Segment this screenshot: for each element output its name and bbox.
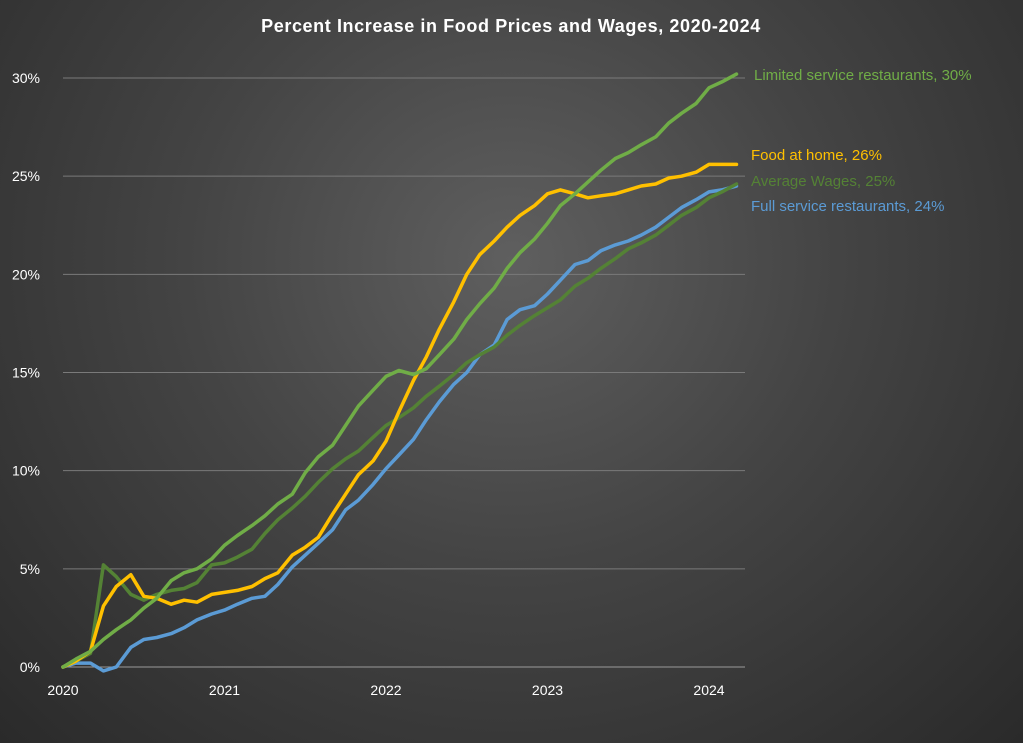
y-tick-label: 30% bbox=[12, 70, 40, 86]
x-tick-label: 2023 bbox=[532, 682, 563, 698]
x-tick-label: 2020 bbox=[47, 682, 78, 698]
series-line-food-at-home bbox=[61, 162, 739, 669]
chart-title: Percent Increase in Food Prices and Wage… bbox=[261, 16, 761, 36]
y-axis-ticks: 0% 5% 10% 15% 20% 25% 30% bbox=[12, 70, 40, 675]
y-tick-label: 25% bbox=[12, 168, 40, 184]
series-line-limited-service-restaurants bbox=[61, 72, 739, 669]
y-tick-label: 5% bbox=[20, 561, 40, 577]
y-tick-label: 0% bbox=[20, 659, 40, 675]
series-label-average-wages: Average Wages, 25% bbox=[751, 173, 895, 190]
y-tick-label: 15% bbox=[12, 365, 40, 381]
y-tick-label: 20% bbox=[12, 266, 40, 282]
x-tick-label: 2022 bbox=[370, 682, 401, 698]
series-label-limited-service-restaurants: Limited service restaurants, 30% bbox=[754, 67, 972, 84]
series-label-full-service-restaurants: Full service restaurants, 24% bbox=[751, 198, 944, 215]
series-label-food-at-home: Food at home, 26% bbox=[751, 147, 882, 164]
series-labels: Full service restaurants, 24% Average Wag… bbox=[751, 67, 972, 215]
x-axis-ticks: 2020 2021 2022 2023 2024 bbox=[47, 682, 724, 698]
x-tick-label: 2024 bbox=[693, 682, 724, 698]
series-line-average-wages bbox=[61, 182, 739, 669]
series-line-full-service-restaurants bbox=[61, 184, 739, 673]
y-tick-label: 10% bbox=[12, 463, 40, 479]
series-lines bbox=[61, 72, 739, 673]
x-tick-label: 2021 bbox=[209, 682, 240, 698]
